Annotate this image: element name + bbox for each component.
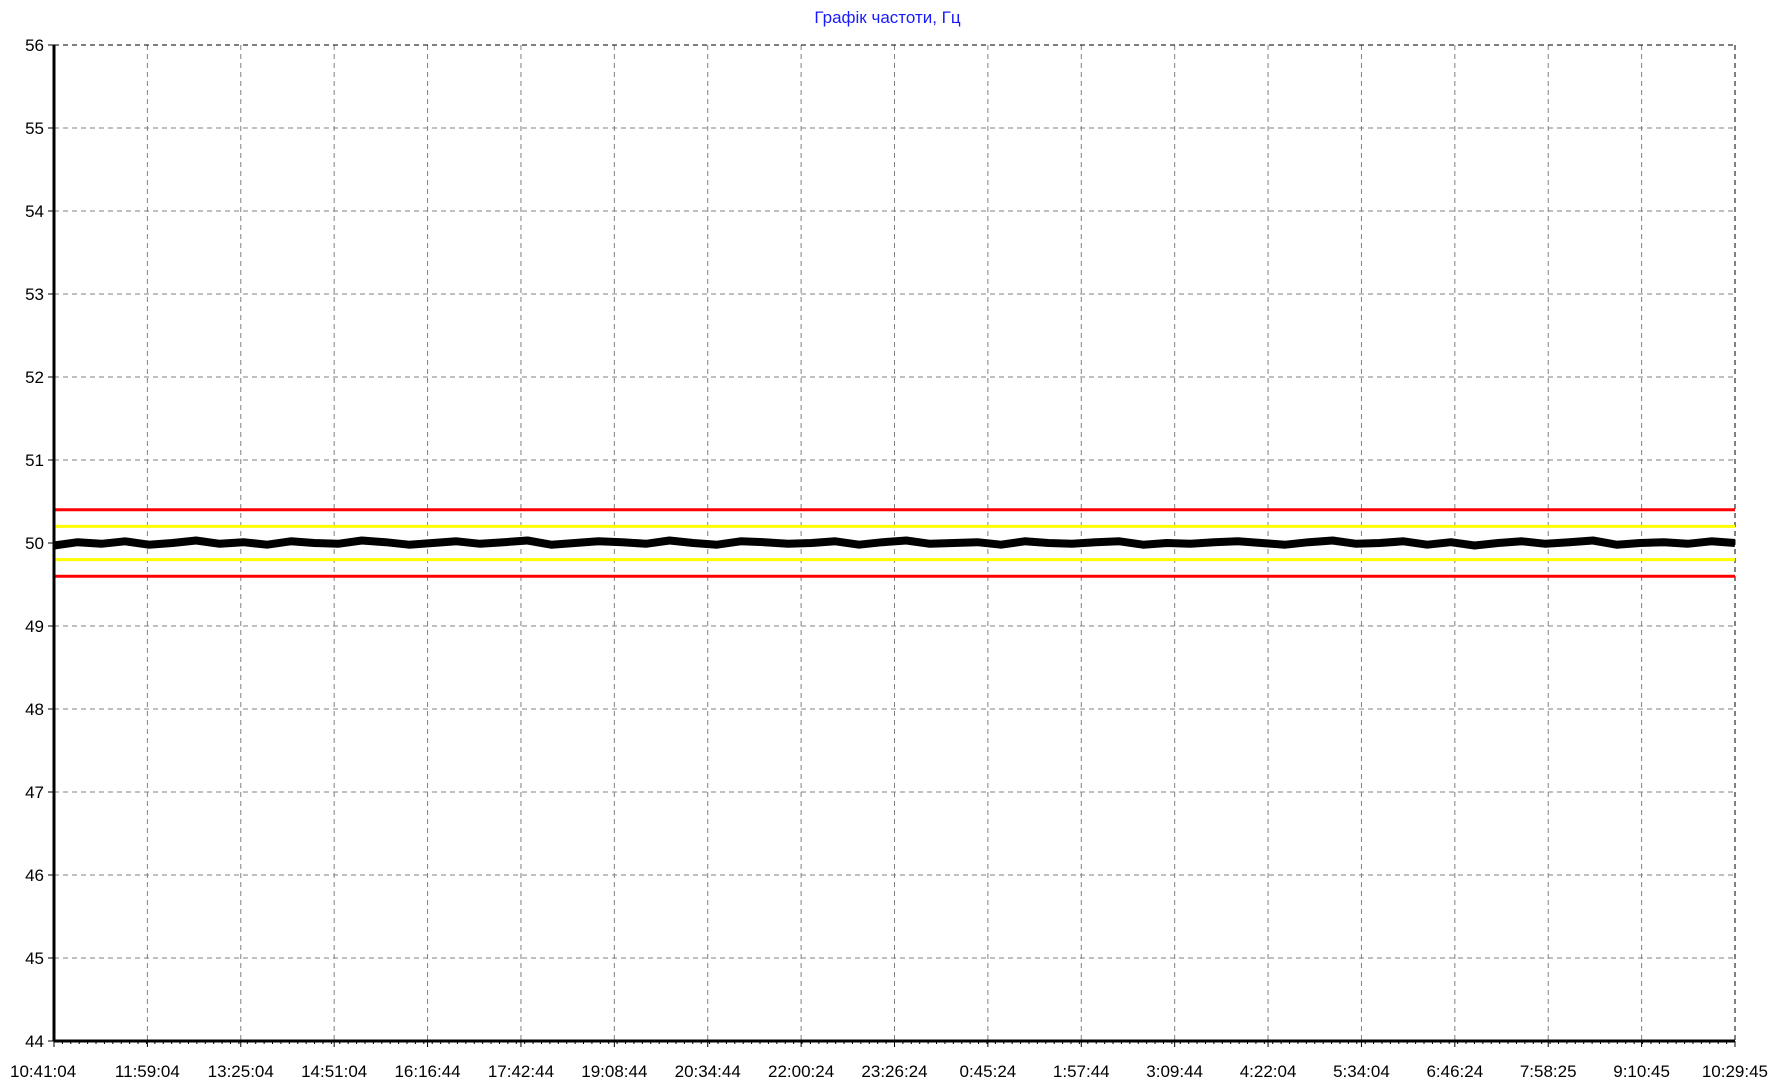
x-tick-label: 16:16:44	[394, 1062, 460, 1081]
y-tick-label: 56	[25, 36, 44, 55]
axes	[48, 44, 1736, 1047]
x-tick-label: 9:10:45	[1613, 1062, 1670, 1081]
y-tick-label: 47	[25, 783, 44, 802]
x-tick-label: 6:46:24	[1426, 1062, 1483, 1081]
x-tick-label: 14:51:04	[301, 1062, 367, 1081]
y-tick-label: 51	[25, 451, 44, 470]
limit-lines	[54, 508, 1735, 578]
y-tick-labels: 44 45 46 47 48 49 50 51 52 53 54 55 56	[25, 36, 44, 1051]
x-tick-label: 5:34:04	[1333, 1062, 1390, 1081]
x-tick-labels: 10:41:04 11:59:04 13:25:04 14:51:04 16:16:44…	[10, 1062, 1768, 1081]
series-layer	[53, 536, 1736, 550]
x-tick-label: 23:26:24	[861, 1062, 927, 1081]
y-tick-label: 46	[25, 866, 44, 885]
x-tick-label: 0:45:24	[960, 1062, 1017, 1081]
y-tick-label: 55	[25, 119, 44, 138]
x-tick-label: 4:22:04	[1240, 1062, 1297, 1081]
y-tick-label: 49	[25, 617, 44, 636]
x-tick-label: 11:59:04	[115, 1062, 180, 1081]
y-tick-label: 52	[25, 368, 44, 387]
x-tick-label: 7:58:25	[1520, 1062, 1577, 1081]
x-tick-label: 17:42:44	[488, 1062, 554, 1081]
chart-title: Графік частоти, Гц	[814, 8, 961, 27]
x-tick-label: 1:57:44	[1053, 1062, 1110, 1081]
x-tick-label: 13:25:04	[208, 1062, 274, 1081]
y-tick-label: 54	[25, 202, 44, 221]
x-tick-label: 10:41:04	[10, 1062, 76, 1081]
frequency-series-line	[53, 536, 1736, 550]
y-tick-label: 48	[25, 700, 44, 719]
y-tick-label: 53	[25, 285, 44, 304]
y-tick-label: 50	[25, 534, 44, 553]
y-tick-label: 44	[25, 1032, 44, 1051]
y-tick-label: 45	[25, 949, 44, 968]
x-tick-label: 3:09:44	[1146, 1062, 1203, 1081]
x-tick-label: 22:00:24	[768, 1062, 834, 1081]
x-tick-label: 19:08:44	[581, 1062, 647, 1081]
x-tick-label: 10:29:45	[1702, 1062, 1768, 1081]
x-tick-label: 20:34:44	[675, 1062, 741, 1081]
